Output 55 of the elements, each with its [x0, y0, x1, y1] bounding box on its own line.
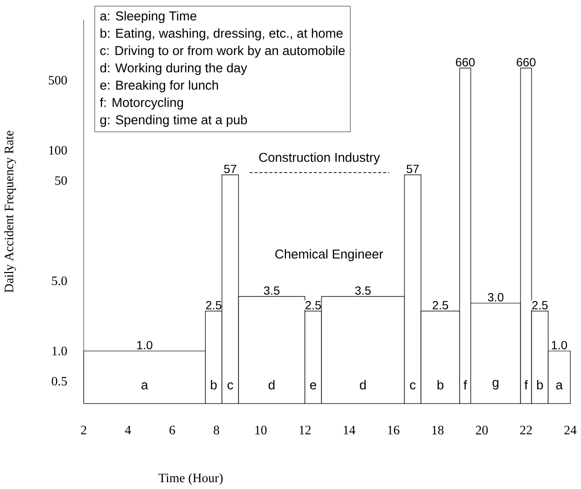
category-label: e	[310, 382, 316, 390]
category-label: d	[268, 380, 274, 390]
x-tick-label: 18	[432, 426, 444, 434]
annotation: Chemical Engineer	[275, 249, 384, 262]
y-tick-label: 5.0	[52, 276, 67, 286]
category-label: g	[492, 380, 498, 390]
data-label: 3.0	[488, 293, 504, 302]
data-label: 57	[224, 164, 236, 174]
data-label: 1.0	[552, 340, 568, 350]
x-tick-label: 20	[476, 426, 488, 434]
data-label: 2.5	[532, 300, 548, 310]
annotation: f: Motorcycling	[100, 98, 183, 110]
x-tick-label: 14	[344, 426, 356, 434]
x-tick-label: 4	[124, 426, 131, 434]
y-tick-label: 100	[49, 146, 67, 155]
category-label: b	[537, 380, 543, 390]
data-label: 3.5	[355, 286, 371, 295]
category-label: f	[524, 380, 528, 390]
x-tick-label: 8	[214, 426, 220, 434]
x-tick-label: 12	[300, 426, 311, 434]
annotation: g: Spending time at a pub	[100, 114, 247, 127]
x-tick-label: 22	[520, 426, 532, 434]
category-label: a	[142, 382, 148, 390]
category-label: b	[210, 380, 217, 390]
category-label: f	[464, 380, 468, 390]
data-label: 2.5	[206, 300, 222, 310]
annotation: e: Breaking for lunch	[100, 80, 218, 92]
category-label: c	[228, 382, 234, 390]
data-label: 3.5	[264, 286, 280, 295]
y-tick-label: 50	[55, 176, 67, 185]
category-label: a	[556, 382, 563, 390]
data-label: 57	[406, 164, 419, 174]
x-axis-title: Time (Hour)	[158, 473, 223, 485]
x-tick-label: 2	[81, 426, 86, 434]
category-label: d	[360, 380, 366, 390]
y-axis-title: Daily Accident Frequency Rate	[4, 130, 16, 292]
data-label: 2.5	[432, 300, 448, 310]
annotation: d: Working during the day	[100, 62, 248, 75]
x-tick-label: 24	[564, 426, 577, 434]
y-tick-label: 1.0	[52, 346, 67, 356]
data-label: 660	[516, 58, 536, 66]
x-tick-label: 16	[388, 426, 400, 434]
category-label: c	[410, 382, 416, 390]
x-tick-label: 10	[255, 426, 267, 434]
annotation: a: Sleeping Time	[100, 11, 196, 23]
y-tick-label: 500	[48, 76, 67, 84]
annotation: c: Driving to or from work by an automobile	[100, 46, 345, 58]
x-tick-label: 6	[170, 426, 176, 434]
data-label: 1.0	[137, 340, 152, 350]
data-label: 660	[456, 58, 475, 66]
series-label: Construction Industry	[259, 152, 380, 164]
category-label: b	[438, 380, 444, 390]
annotation: b: Eating, washing, dressing, etc., at home	[100, 28, 343, 40]
y-tick-label: 0.5	[52, 376, 67, 386]
data-label: 2.5	[306, 300, 321, 310]
